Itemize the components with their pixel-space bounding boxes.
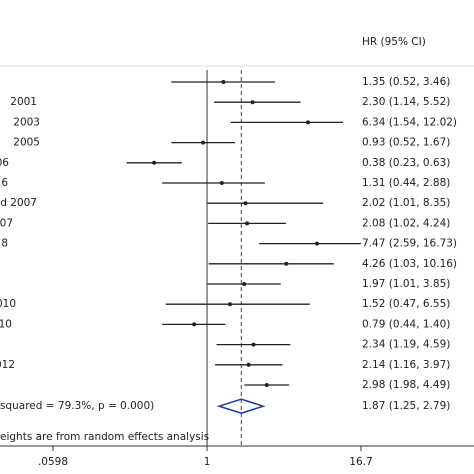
estimate-label: 7.47 (2.59, 16.73) xyxy=(362,238,457,250)
x-tick-label: 1 xyxy=(204,456,211,468)
point-estimate xyxy=(315,241,320,246)
point-estimate xyxy=(306,120,311,125)
point-estimate xyxy=(246,362,251,367)
overall-diamond xyxy=(216,398,266,414)
study-label: 2005 xyxy=(13,137,40,149)
estimate-label: 1.35 (0.52, 3.46) xyxy=(362,76,450,88)
point-estimate xyxy=(221,80,226,84)
estimate-label: 0.93 (0.52, 1.67) xyxy=(362,137,450,149)
study-label: 2001 xyxy=(10,96,37,108)
estimate-label: 2.08 (1.02, 4.24) xyxy=(362,217,450,229)
point-estimate xyxy=(245,221,250,226)
point-estimate xyxy=(284,261,289,266)
study-label: 8 xyxy=(1,238,8,250)
estimate-label: 1.97 (1.01, 3.85) xyxy=(362,278,450,290)
study-label: 6 xyxy=(1,177,8,189)
footnote: eights are from random effects analysis xyxy=(0,431,209,443)
point-estimate xyxy=(219,181,224,185)
point-estimate xyxy=(192,322,197,327)
x-tick-label: .0598 xyxy=(38,456,68,468)
estimate-label: 2.14 (1.16, 3.97) xyxy=(362,359,450,371)
point-estimate xyxy=(264,383,269,387)
overall-label: squared = 79.3%, p = 0.000) xyxy=(0,400,154,412)
estimate-label: 4.26 (1.03, 10.16) xyxy=(362,258,457,270)
point-estimate xyxy=(250,100,255,105)
estimate-label: 1.31 (0.44, 2.88) xyxy=(362,177,450,189)
x-tick-label: 16.7 xyxy=(349,456,372,468)
study-label: d 2007 xyxy=(0,197,37,209)
point-estimate xyxy=(152,160,157,165)
study-label: 2003 xyxy=(13,116,40,128)
estimate-label: 0.79 (0.44, 1.40) xyxy=(362,318,450,330)
estimate-label: 0.38 (0.23, 0.63) xyxy=(362,157,450,169)
study-label: 10 xyxy=(0,318,12,330)
study-label: 06 xyxy=(0,157,9,169)
estimate-label: 6.34 (1.54, 12.02) xyxy=(362,116,457,128)
estimate-label: 2.30 (1.14, 5.52) xyxy=(362,96,450,108)
column-header: HR (95% CI) xyxy=(362,36,426,48)
study-label: 012 xyxy=(0,359,15,371)
study-label: 010 xyxy=(0,298,16,310)
study-label: 007 xyxy=(0,217,13,229)
point-estimate xyxy=(242,282,247,286)
estimate-label: 2.34 (1.19, 4.59) xyxy=(362,339,450,351)
point-estimate xyxy=(201,140,206,145)
estimate-label: 2.02 (1.01, 8.35) xyxy=(362,197,450,209)
point-estimate xyxy=(227,302,232,307)
estimate-label: 1.52 (0.47, 6.55) xyxy=(362,298,450,310)
point-estimate xyxy=(251,342,256,347)
estimate-label: 2.98 (1.98, 4.49) xyxy=(362,379,450,391)
overall-estimate-label: 1.87 (1.25, 2.79) xyxy=(362,400,450,412)
point-estimate xyxy=(243,201,248,206)
